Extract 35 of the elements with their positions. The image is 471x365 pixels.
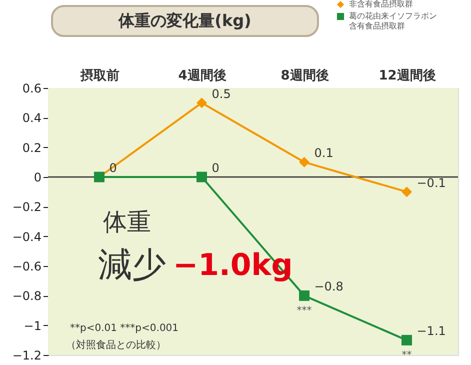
point — [402, 334, 412, 346]
y-tick-label: 0 — [34, 170, 42, 184]
y-tick-label: 0.4 — [22, 111, 42, 126]
point — [196, 172, 207, 182]
x-tick-label: 8週間後 — [280, 68, 329, 84]
point — [299, 290, 310, 301]
data-label: 0.1 — [314, 146, 334, 160]
legend-label: 葛の花由来イソフラボン含有食品摂取群 — [349, 12, 437, 30]
data-label: −1.1 — [416, 324, 446, 338]
x-tick-label: 12週間後 — [378, 68, 436, 84]
y-tick-label: −0.2 — [12, 200, 42, 214]
y-tick-label: −0.8 — [12, 289, 42, 304]
data-label: −0.8 — [314, 280, 344, 294]
annotation: 体重 — [103, 208, 151, 236]
data-label: −0.1 — [416, 176, 446, 190]
annotation: （対照食品との比較） — [66, 339, 166, 351]
y-tick-label: 0.6 — [22, 82, 42, 96]
x-tick-label: 摂取前 — [79, 68, 120, 84]
point — [299, 156, 310, 168]
annotation: *** — [296, 306, 312, 317]
y-tick-label: −0.4 — [12, 230, 42, 244]
chart-title: 体重の変化量(kg) — [118, 11, 252, 30]
data-label: 0.5 — [212, 86, 231, 101]
annotation: **p<0.01 ***p<0.001 — [70, 323, 179, 334]
legend-label: 非含有食品摂取群 — [349, 0, 413, 8]
y-tick-label: −1.2 — [12, 348, 42, 362]
y-tick-label: −0.6 — [12, 260, 42, 274]
point — [402, 186, 412, 198]
data-label: 0 — [212, 161, 220, 175]
y-tick-label: 0.2 — [22, 140, 42, 155]
annotation: ** — [402, 350, 412, 362]
annotation: 減少 — [98, 245, 166, 285]
point — [196, 98, 207, 108]
x-tick-label: 4週間後 — [178, 68, 226, 84]
y-tick-label: −1 — [24, 318, 42, 333]
